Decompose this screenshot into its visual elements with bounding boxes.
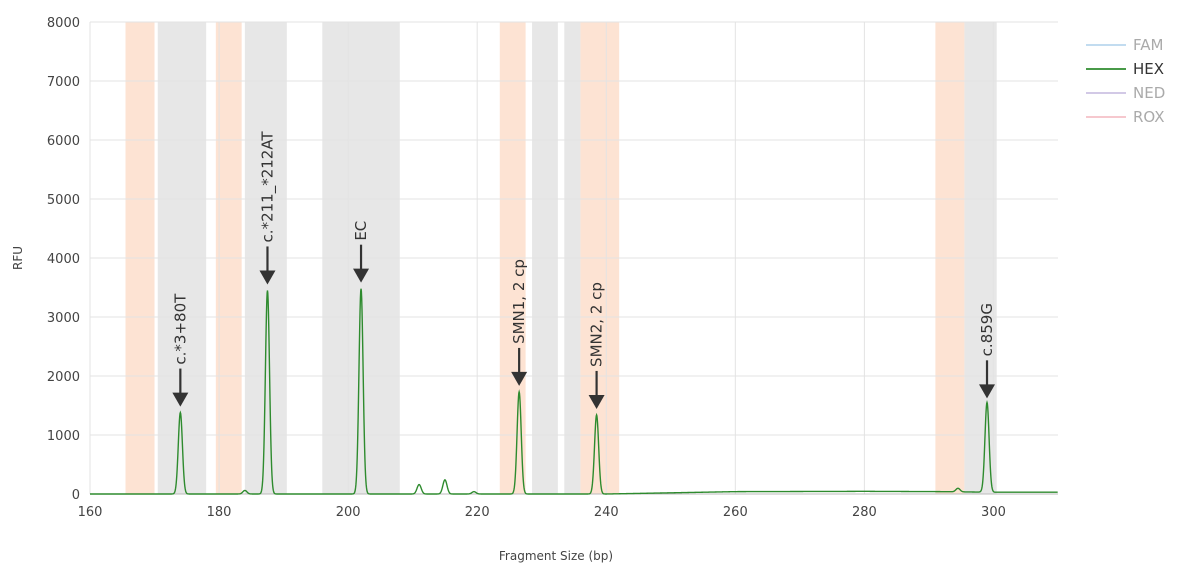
x-tick-label: 300 (981, 505, 1006, 520)
legend[interactable]: FAM HEX NED ROX (1086, 36, 1165, 126)
y-tick-label: 4000 (47, 252, 80, 267)
annotation-label: c.*211_*212AT (258, 131, 277, 243)
legend-label: ROX (1133, 108, 1165, 126)
series-line-hex (90, 288, 1058, 495)
legend-label: NED (1133, 84, 1165, 102)
annotation-label: SMN2, 2 cp (588, 282, 606, 367)
annotation-arrowhead (588, 394, 605, 409)
x-axis-title: Fragment Size (bp) (499, 549, 613, 563)
annotation-arrowhead (979, 384, 996, 399)
x-tick-label: 200 (336, 505, 361, 520)
y-tick-label: 7000 (47, 75, 80, 90)
legend-item-hex[interactable]: HEX (1086, 60, 1164, 78)
annotation-2: EC (352, 221, 370, 283)
series-lines (90, 288, 1058, 495)
annotation-label: c.859G (978, 303, 996, 356)
x-tick-label: 160 (78, 505, 103, 520)
y-tick-label: 3000 (47, 311, 80, 326)
annotation-arrowhead (172, 392, 189, 407)
annotation-arrowhead (511, 371, 528, 386)
y-tick-label: 6000 (47, 134, 80, 149)
x-tick-label: 280 (852, 505, 877, 520)
y-tick-label: 1000 (47, 429, 80, 444)
annotation-5: c.859G (978, 303, 996, 399)
y-tick-label: 0 (72, 488, 80, 503)
legend-label: HEX (1133, 60, 1164, 78)
annotation-3: SMN1, 2 cp (510, 259, 528, 386)
annotation-4: SMN2, 2 cp (588, 282, 606, 409)
legend-item-rox[interactable]: ROX (1086, 108, 1165, 126)
annotation-label: c.*3+80T (171, 293, 189, 365)
annotation-label: EC (352, 221, 370, 241)
annotation-label: SMN1, 2 cp (510, 259, 528, 344)
peak-annotations: c.*3+80T c.*211_*212AT EC SMN1, 2 cp SMN2, 2… (171, 131, 996, 409)
x-tick-label: 260 (723, 505, 748, 520)
annotation-0: c.*3+80T (171, 293, 189, 407)
legend-item-fam[interactable]: FAM (1086, 36, 1163, 54)
x-tick-label: 240 (594, 505, 619, 520)
y-tick-label: 5000 (47, 193, 80, 208)
x-tick-label: 220 (465, 505, 490, 520)
legend-label: FAM (1133, 36, 1163, 54)
legend-item-ned[interactable]: NED (1086, 84, 1165, 102)
y-tick-label: 8000 (47, 16, 80, 31)
y-tick-label: 2000 (47, 370, 80, 385)
annotation-arrowhead (259, 270, 276, 285)
annotation-1: c.*211_*212AT (258, 131, 277, 285)
x-tick-label: 180 (207, 505, 232, 520)
y-axis-title: RFU (11, 246, 25, 270)
annotation-arrowhead (353, 268, 370, 283)
